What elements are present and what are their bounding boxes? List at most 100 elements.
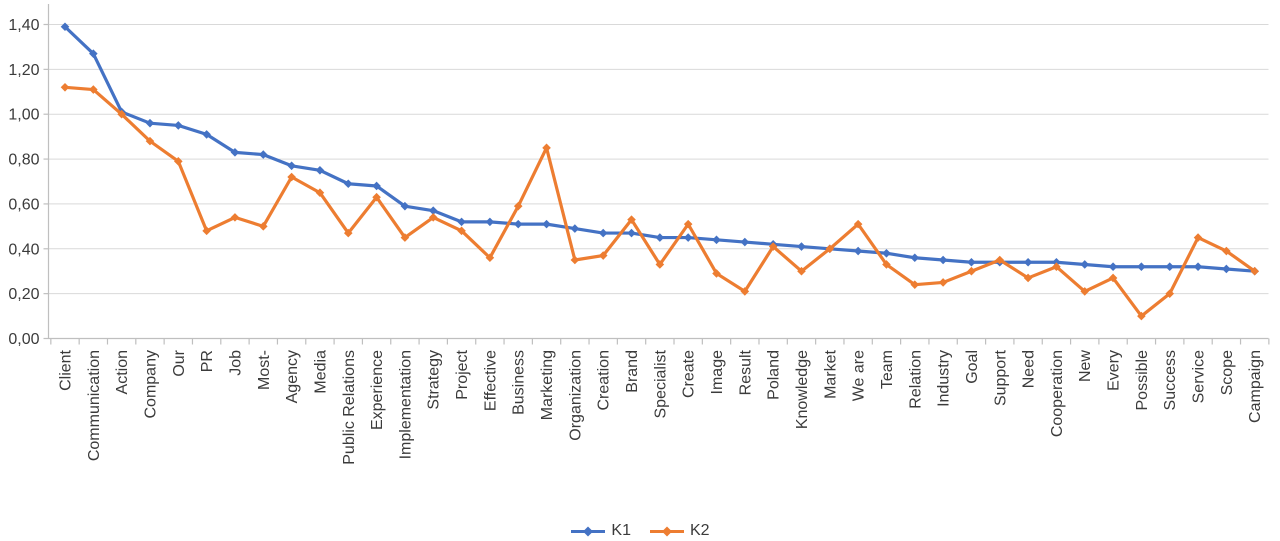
x-axis-label: Client [58,349,75,390]
series-k2-marker [372,192,381,202]
series-k2-marker [145,136,155,146]
series-k2-marker [1165,289,1175,298]
series-k1-marker [1080,260,1090,269]
series-k1-marker [287,161,296,171]
series-k2-marker [995,255,1005,265]
series-k2-marker [853,219,863,229]
series-k2-marker [1080,287,1090,296]
x-axis-label: Most- [256,350,273,390]
x-axis-label: PR [199,350,216,372]
series-k1-marker [1193,262,1203,272]
series-k1-marker [315,165,325,175]
x-axis-label: Action [114,350,131,394]
series-k1-marker [1137,262,1146,272]
series-k2-marker [655,260,665,269]
series-k1-marker [938,255,948,265]
k2-line-marker-icon [650,526,684,536]
x-axis-label: Organization [567,350,584,441]
x-axis-label: Business [511,350,528,415]
series-k2-marker [1023,273,1033,283]
series-k2-marker [457,226,466,236]
y-axis-label: 0,80 [8,152,39,169]
series-k2-marker [938,278,948,287]
series-k1-marker [598,228,608,238]
x-axis-label: We are [851,350,868,401]
series-k1-marker [1222,264,1231,274]
series-k2-marker [343,228,353,238]
series-k2-marker [542,143,551,153]
x-axis-label: Industry [936,350,953,407]
x-axis-label: Need [1021,350,1038,388]
x-axis-label: Result [737,349,754,395]
series-k2-marker [1193,233,1203,242]
legend-item-k2: K2 [649,521,710,541]
series-k1-marker [202,130,211,139]
legend-label-k1: K1 [611,522,631,539]
series-k2-marker [627,215,636,224]
series-k2-marker [174,157,183,166]
x-axis-label: Goal [964,350,981,384]
series-k2-marker [1222,246,1231,256]
x-axis-label: Scope [1219,350,1236,395]
x-axis-label: Cooperation [1049,350,1066,437]
x-axis-label: Campaign [1247,350,1264,423]
series-k2-marker [825,244,835,254]
legend-label-k2: K2 [690,522,710,539]
series-k2-marker [740,287,750,296]
series-k1-marker [627,228,636,238]
y-axis-label: 1,40 [8,17,39,34]
series-k1-marker [797,242,806,251]
x-axis-label: Media [312,350,329,394]
series-k2-marker [768,242,778,251]
x-axis-label: Create [681,350,698,398]
series-k2-marker [400,233,410,242]
chart-legend: K1 K2 [0,521,1280,541]
series-k1-marker [60,22,70,32]
series-k1-marker [1023,257,1033,267]
x-axis-label: Agency [284,350,301,403]
x-axis-label: Specialist [652,349,669,418]
series-k2-marker [570,255,580,265]
x-axis-label: Image [709,350,726,395]
series-k1-marker [174,121,183,130]
x-axis-label: Implementation [397,350,414,459]
x-axis-label: Communication [86,350,103,461]
x-axis-label: Public Relations [341,350,358,465]
x-axis-label: New [1077,350,1094,382]
series-k1-marker [230,148,240,157]
legend-item-k1: K1 [570,521,631,541]
series-k2-line [63,85,1257,318]
series-k2-marker [1108,273,1118,283]
x-axis-label: Creation [596,350,613,410]
series-k2-marker [428,213,438,222]
x-axis-label: Marketing [539,350,556,420]
series-k2-marker [230,213,240,222]
series-k2-marker [287,172,296,182]
x-axis-label: Company [142,350,159,418]
series-k1-marker [1165,262,1175,272]
series-k2-marker [967,266,976,276]
series-k2-marker [1052,262,1061,272]
series-k2-marker [1250,266,1259,276]
series-k2-marker [797,266,806,276]
series-k1-marker [853,246,863,256]
series-k1-marker [655,233,665,242]
series-k1-marker [1052,257,1061,267]
series-k1-marker [542,219,551,229]
series-k1-marker [145,118,155,128]
series-k1-marker [428,206,438,215]
x-axis-label: Market [822,349,839,398]
y-axis-label: 0,20 [8,286,39,303]
series-k1-marker [683,233,693,242]
x-axis-label: Relation [907,350,924,409]
series-k1-marker [343,179,353,189]
series-k2-marker [513,201,523,211]
series-k1-marker [882,248,891,258]
y-axis-label: 1,20 [8,62,39,79]
series-k1-marker [372,181,381,191]
series-k1-marker [258,150,268,159]
series-k1-marker [513,219,523,229]
x-axis-label: Brand [624,350,641,393]
x-axis-label: Poland [766,350,783,400]
series-k2-marker [712,269,721,278]
